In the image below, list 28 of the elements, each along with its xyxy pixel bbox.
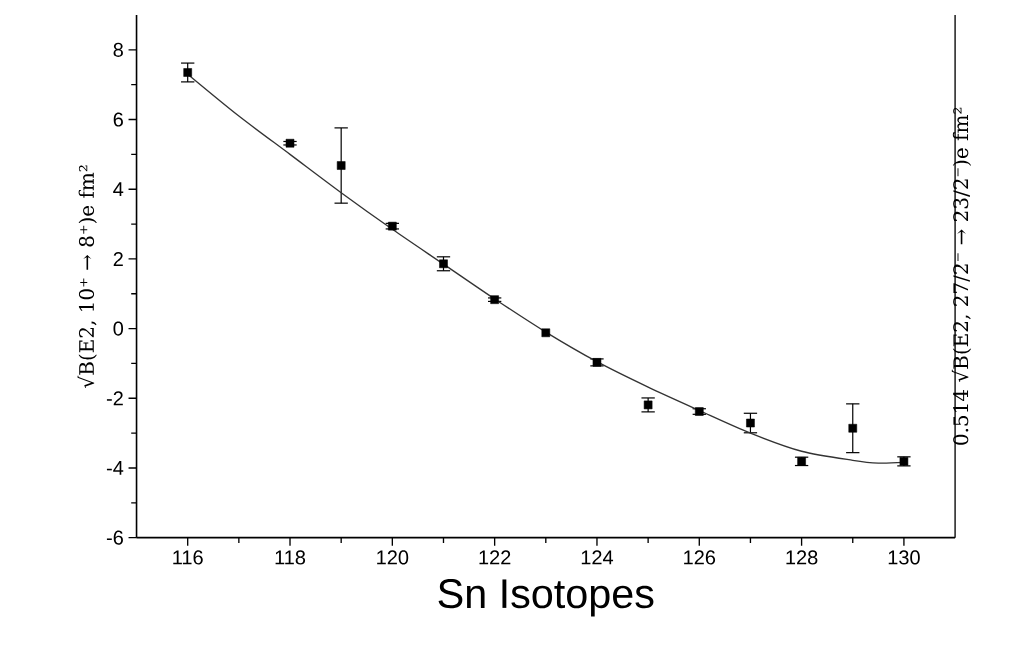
y-tick-label: 4 xyxy=(113,182,124,197)
point xyxy=(490,295,499,304)
point xyxy=(183,68,192,77)
x-tick-label: 120 xyxy=(377,550,409,565)
y-tick-label: 8 xyxy=(113,42,123,57)
x-tick-label: 116 xyxy=(173,550,203,565)
x-tick-label: 122 xyxy=(479,550,511,565)
point xyxy=(336,161,346,170)
x-tick-label: 130 xyxy=(888,550,920,565)
y-tick-label: 6 xyxy=(113,112,123,127)
point xyxy=(541,328,551,338)
point xyxy=(848,423,858,433)
y-tick-label: -6 xyxy=(106,530,123,545)
x-tick-label: 124 xyxy=(581,550,614,565)
point xyxy=(695,407,704,416)
point xyxy=(592,358,602,367)
x-axis-title: Sn Isotopes xyxy=(438,579,654,617)
y-tick-label: 2 xyxy=(113,251,123,266)
point xyxy=(746,418,755,428)
y2-axis-title: 0.514 √B(E2, 27/2⁻ → 23/2⁻)e fm² xyxy=(951,107,972,445)
y-tick-label: 0 xyxy=(113,321,124,336)
y-axis-title: √B(E2, 10⁺ → 8⁺)e fm² xyxy=(77,165,97,388)
x-tick-label: 118 xyxy=(275,550,306,565)
y-tick-label: -2 xyxy=(106,391,123,406)
x-tick-label: 126 xyxy=(684,550,716,565)
x-tick-label: 128 xyxy=(786,550,818,565)
point xyxy=(388,221,397,231)
y-tick-label: -4 xyxy=(106,461,124,475)
